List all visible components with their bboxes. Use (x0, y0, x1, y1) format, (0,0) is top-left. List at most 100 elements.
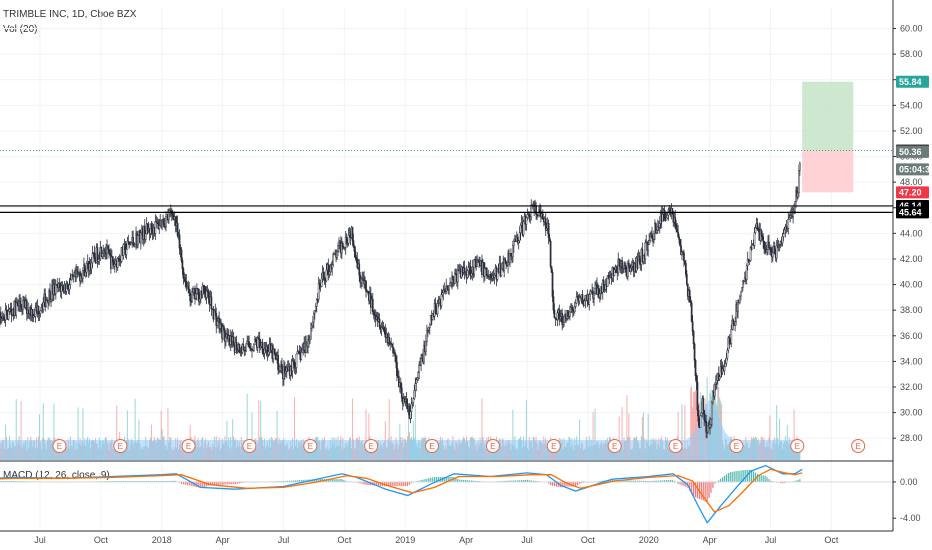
macd-histogram-bar (706, 481, 708, 503)
candle-body (395, 355, 397, 363)
candle-body (93, 252, 96, 259)
volume-bar (388, 399, 390, 460)
macd-histogram-bar (633, 480, 635, 482)
macd-histogram-bar (169, 480, 171, 482)
candle-body (189, 292, 192, 302)
candle-body (198, 298, 201, 302)
candle-body (684, 260, 686, 264)
candle-body (690, 302, 693, 322)
candle-body (310, 327, 312, 340)
macd-histogram-bar (735, 471, 737, 482)
price-tag (896, 186, 929, 199)
volume-bar (414, 404, 416, 460)
candle-body (331, 264, 334, 269)
candle-body (694, 360, 697, 376)
volume-legend: Vol (20) (3, 24, 38, 35)
candle-body (691, 321, 694, 332)
candle-body (232, 336, 235, 346)
volume-bar (160, 410, 162, 460)
candle-body (291, 360, 294, 372)
candle-body (309, 339, 311, 342)
horizontal-lines[interactable] (0, 150, 893, 213)
volume-bar (20, 401, 22, 460)
candle-body (655, 223, 657, 234)
macd-histogram-bar (764, 475, 766, 482)
macd-histogram-bar (555, 481, 557, 487)
macd-histogram-bar (385, 481, 387, 487)
macd-histogram-bar (337, 479, 339, 482)
candle-body (295, 353, 298, 368)
macd-histogram-bar (1, 481, 3, 482)
volume-bar (692, 407, 694, 460)
candle-body (415, 379, 418, 384)
macd-histogram-bar (478, 481, 480, 482)
macd-histogram-bar (677, 481, 679, 484)
macd-histogram-bar (459, 479, 461, 482)
position-tool[interactable] (802, 81, 854, 193)
volume-bar (693, 391, 695, 460)
candle-body (470, 273, 473, 277)
candle-body (485, 268, 488, 276)
candle-body (333, 253, 335, 256)
macd-histogram-bar (200, 481, 202, 488)
macd-histogram-bar (146, 481, 148, 482)
macd-histogram-bar (733, 471, 735, 482)
volume-bar (15, 399, 17, 460)
macd-histogram-bar (466, 480, 469, 482)
earnings-marker-label: E (673, 442, 678, 451)
macd-histogram-bar (233, 481, 235, 485)
candle-body (293, 361, 296, 369)
candle-body (281, 364, 283, 368)
volume-bar (776, 405, 778, 460)
price-tick-label: 28.00 (900, 433, 923, 443)
macd-histogram-bar (762, 475, 764, 482)
candle-body (436, 303, 439, 315)
candle-body (725, 357, 728, 364)
candle-body (647, 244, 650, 251)
candle-body (347, 234, 350, 244)
candle-body (351, 227, 354, 241)
macd-histogram-bar (173, 480, 175, 482)
macd-histogram-bar (520, 480, 523, 482)
candle-body (627, 262, 629, 277)
volume-bar (138, 419, 140, 460)
volume-bar (42, 403, 44, 460)
candle-body (504, 258, 507, 263)
macd-histogram-bar (644, 480, 646, 482)
earnings-marker-label: E (118, 442, 123, 451)
candle-body (371, 298, 374, 312)
macd-histogram-bar (20, 481, 22, 482)
macd-histogram-bar (401, 481, 403, 487)
candle-body (279, 365, 281, 372)
candle-body (581, 294, 584, 303)
candle-body (187, 285, 190, 290)
macd-histogram-bar (470, 480, 472, 482)
candle-body (417, 372, 420, 379)
candle-body (201, 285, 204, 295)
price-tag-label: 45.64 (899, 207, 922, 217)
volume-bar (641, 416, 643, 460)
macd-histogram-bar (598, 481, 600, 482)
candle-body (19, 301, 21, 305)
macd-histogram-bar (750, 470, 753, 482)
volume-bar (618, 416, 620, 460)
candle-body (737, 299, 739, 312)
volume-bar (694, 392, 696, 460)
macd-histogram-bar (5, 481, 7, 482)
macd-histogram-bar (638, 480, 641, 482)
time-tick-label: 2018 (152, 535, 172, 545)
candle-body (602, 280, 605, 286)
candle-body (552, 296, 555, 311)
candle-body (267, 351, 270, 355)
macd-histogram-bar (642, 480, 644, 482)
candle-body (741, 287, 743, 292)
candle-body (180, 249, 183, 261)
macd-histogram-bar (729, 472, 731, 482)
macd-histogram-bar (294, 480, 297, 482)
candle-body (39, 310, 42, 315)
macd-histogram-bar (393, 481, 395, 487)
macd-histogram-bar (758, 474, 760, 482)
volume-bar (368, 413, 370, 460)
